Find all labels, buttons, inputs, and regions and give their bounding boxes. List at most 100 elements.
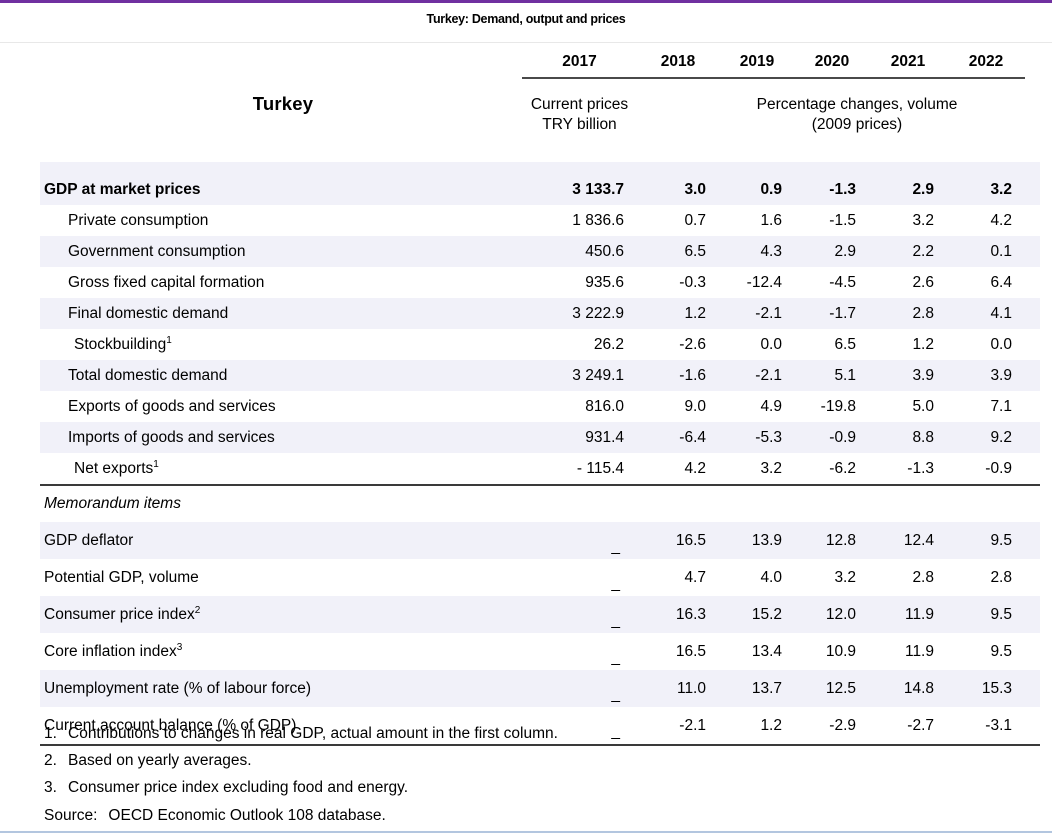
table-row: Gross fixed capital formation 935.6 -0.3… <box>40 267 1040 298</box>
value-cell: 450.6 <box>522 236 637 267</box>
value-cell: -1.5 <box>829 211 856 229</box>
value-cell: 13.4 <box>751 642 782 660</box>
value-cell: -3.1 <box>947 707 1025 746</box>
value-cell: -4.5 <box>829 273 856 291</box>
no-data-cell: _ <box>522 522 637 559</box>
value-cell: - 115.4 <box>576 459 624 477</box>
table-row: Core inflation index3 _ 16.5 13.4 10.9 1… <box>40 633 1040 670</box>
value-cell: 3.9 <box>869 360 947 391</box>
value-cell: 8.8 <box>869 422 947 453</box>
value-cell: 2.8 <box>912 568 934 586</box>
unit-volume-line2: (2009 prices) <box>811 116 903 133</box>
row-label: Gross fixed capital formation <box>68 273 265 291</box>
value-cell: 0.7 <box>684 211 706 229</box>
year-header: 2019 <box>719 47 795 79</box>
value-cell: 6.5 <box>637 236 719 267</box>
footnote: 3. Consumer price index excluding food an… <box>44 774 558 801</box>
table-row: Exports of goods and services 816.0 9.0 … <box>40 391 1040 422</box>
value-cell: 4.0 <box>760 568 782 586</box>
value-cell: 3.0 <box>637 174 719 205</box>
table-row: GDP at market prices 3 133.7 3.0 0.9 -1.… <box>40 174 1040 205</box>
value-cell: 2.6 <box>912 273 934 291</box>
value-cell: -2.9 <box>795 707 869 746</box>
value-cell: 931.4 <box>522 422 637 453</box>
year-header: 2021 <box>869 47 947 79</box>
value-cell: 3.2 <box>834 568 856 586</box>
source-label: Source: <box>44 806 98 824</box>
value-cell: 11.0 <box>637 670 719 707</box>
value-cell: -2.1 <box>637 707 719 746</box>
footnote-text: Consumer price index excluding food and … <box>68 779 409 797</box>
economic-outlook-table: 2017 2018 2019 2020 2021 2022 Turkey Cur… <box>40 47 1040 746</box>
value-cell: 16.5 <box>675 642 706 660</box>
value-cell: 1.2 <box>912 335 934 353</box>
value-cell: 12.5 <box>795 670 869 707</box>
value-cell: 3 133.7 <box>522 174 637 205</box>
value-cell: 7.1 <box>990 397 1012 415</box>
footnote: 1. Contributions to changes in real GDP, … <box>44 720 558 747</box>
value-cell: -2.1 <box>719 298 795 329</box>
value-cell: 11.9 <box>904 642 934 660</box>
value-cell: 0.0 <box>760 335 782 353</box>
value-cell: 2.9 <box>869 174 947 205</box>
value-cell: 16.5 <box>637 522 719 559</box>
no-data-cell: _ <box>522 707 637 746</box>
value-cell: 12.0 <box>795 596 869 633</box>
year-header: 2022 <box>947 47 1025 79</box>
row-label: Net exports1 <box>74 458 159 477</box>
row-label: Final domestic demand <box>40 298 522 329</box>
value-cell: 3 249.1 <box>522 360 637 391</box>
units-row: Turkey Current prices TRY billion Percen… <box>40 78 1040 162</box>
memo-header-label: Memorandum items <box>44 495 181 512</box>
value-cell: 16.3 <box>637 596 719 633</box>
value-cell: 9.5 <box>990 642 1012 660</box>
value-cell: -1.3 <box>795 174 869 205</box>
table-row: Potential GDP, volume _ 4.7 4.0 3.2 2.8 … <box>40 559 1040 596</box>
row-label: Potential GDP, volume <box>44 568 199 586</box>
value-cell: 6.5 <box>834 335 856 353</box>
value-cell: 1.2 <box>719 707 795 746</box>
value-cell: 5.1 <box>795 360 869 391</box>
row-label: Consumer price index2 <box>40 596 522 633</box>
value-cell: 3 222.9 <box>522 298 637 329</box>
footnote: 2. Based on yearly averages. <box>44 747 558 774</box>
table-row: Stockbuilding1 26.2 -2.6 0.0 6.5 1.2 0.0 <box>40 329 1040 360</box>
value-cell: 10.9 <box>825 642 856 660</box>
table-caption: Turkey: Demand, output and prices <box>426 12 626 26</box>
value-cell: 15.2 <box>719 596 795 633</box>
value-cell: -19.8 <box>820 397 856 415</box>
footnote-text: Based on yearly averages. <box>68 752 252 770</box>
no-data-cell: _ <box>611 648 620 666</box>
value-cell: -2.7 <box>869 707 947 746</box>
value-cell: -1.6 <box>637 360 719 391</box>
value-cell: 6.4 <box>990 273 1012 291</box>
table-row: Consumer price index2 _ 16.3 15.2 12.0 1… <box>40 596 1040 633</box>
year-header: 2020 <box>795 47 869 79</box>
row-label: Private consumption <box>68 211 209 229</box>
row-label: Current account balance (% of GDP) <box>40 707 522 746</box>
value-cell: 11.9 <box>869 596 947 633</box>
unit-2017-line2: TRY billion <box>542 116 617 133</box>
value-cell: 3.9 <box>947 360 1025 391</box>
value-cell: -0.9 <box>795 422 869 453</box>
value-cell: 13.9 <box>719 522 795 559</box>
no-data-cell: _ <box>522 670 637 707</box>
value-cell: 9.2 <box>947 422 1025 453</box>
no-data-cell: _ <box>522 596 637 633</box>
value-cell: 935.6 <box>585 273 624 291</box>
value-cell: 4.7 <box>684 568 706 586</box>
table-row: Government consumption 450.6 6.5 4.3 2.9… <box>40 236 1040 267</box>
value-cell: 1 836.6 <box>572 211 624 229</box>
footnote-ref: 1 <box>153 458 159 470</box>
footnotes-block: 1. Contributions to changes in real GDP, … <box>44 720 558 829</box>
footnote-number: 1. <box>44 725 57 742</box>
value-cell: 12.8 <box>795 522 869 559</box>
value-cell: 3.2 <box>912 211 934 229</box>
value-cell: 5.0 <box>912 397 934 415</box>
table-row: Current account balance (% of GDP) _ -2.… <box>40 707 1040 746</box>
value-cell: -6.4 <box>637 422 719 453</box>
pad-cell <box>1025 47 1040 78</box>
value-cell: 2.8 <box>990 568 1012 586</box>
value-cell: -5.3 <box>719 422 795 453</box>
value-cell: 2.2 <box>869 236 947 267</box>
